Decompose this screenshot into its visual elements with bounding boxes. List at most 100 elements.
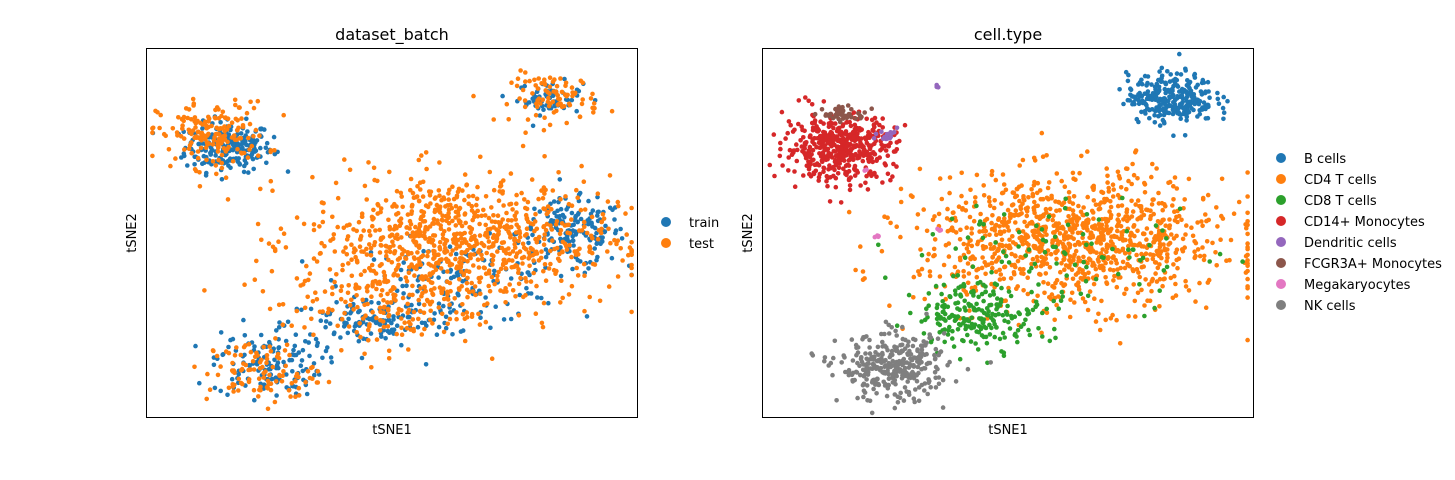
data-point	[504, 101, 510, 107]
data-point	[1035, 293, 1040, 299]
data-point	[514, 263, 520, 269]
data-point	[1154, 166, 1159, 171]
data-point	[579, 101, 585, 107]
data-point	[879, 360, 884, 366]
data-point	[1063, 251, 1068, 256]
data-point	[1003, 243, 1009, 249]
data-point	[1201, 100, 1207, 105]
data-point	[1165, 69, 1170, 74]
data-point	[540, 324, 546, 330]
data-point	[274, 328, 279, 333]
data-point	[265, 406, 271, 412]
data-point	[877, 122, 882, 128]
data-point	[521, 245, 527, 250]
data-point	[499, 245, 505, 251]
data-point	[915, 364, 921, 370]
data-point	[421, 233, 426, 239]
data-point	[454, 270, 460, 276]
data-point	[807, 154, 813, 160]
data-point	[1001, 276, 1007, 282]
data-point	[1076, 240, 1082, 245]
data-point	[1136, 97, 1141, 103]
data-point	[1030, 307, 1036, 313]
data-point	[343, 245, 348, 250]
data-point	[911, 363, 916, 368]
data-point	[549, 227, 555, 232]
data-point	[173, 156, 178, 161]
data-point	[1160, 283, 1165, 289]
legend-item: train	[661, 216, 719, 231]
data-point	[504, 223, 510, 228]
data-point	[476, 311, 481, 317]
data-point	[230, 360, 235, 366]
data-point	[821, 138, 827, 144]
data-point	[434, 252, 439, 258]
data-point	[383, 198, 389, 203]
data-point	[967, 214, 973, 220]
legend-marker	[1276, 237, 1286, 247]
data-point	[246, 170, 251, 175]
data-point	[1087, 257, 1093, 263]
data-point	[509, 218, 514, 223]
data-point	[241, 317, 246, 323]
data-point	[273, 375, 279, 381]
data-point	[867, 337, 872, 343]
data-point	[839, 146, 844, 151]
data-point	[919, 347, 925, 353]
data-point	[927, 269, 933, 274]
data-point	[894, 348, 900, 353]
data-point	[341, 249, 346, 254]
data-point	[1187, 103, 1192, 108]
data-point	[879, 142, 884, 147]
data-point	[846, 158, 852, 163]
data-point	[989, 325, 994, 331]
data-point	[582, 308, 587, 314]
data-point	[941, 282, 947, 288]
data-point	[897, 358, 902, 364]
data-point	[460, 312, 466, 317]
data-point	[940, 299, 945, 304]
data-point	[1116, 173, 1122, 179]
data-point	[1046, 214, 1052, 219]
data-point	[575, 257, 581, 263]
data-point	[1139, 109, 1144, 115]
data-point	[260, 289, 266, 294]
legend-marker	[1276, 153, 1286, 163]
legend-item: FCGR3A+ Monocytes	[1276, 257, 1442, 272]
data-point	[264, 356, 270, 362]
data-point	[1177, 51, 1182, 57]
data-point	[440, 213, 445, 218]
legend-marker	[1276, 216, 1286, 226]
data-point	[429, 271, 435, 276]
data-point	[1044, 153, 1049, 158]
data-point	[470, 193, 476, 199]
data-point	[953, 292, 958, 297]
data-point	[569, 283, 575, 289]
data-point	[1216, 101, 1222, 106]
data-point	[539, 249, 544, 254]
data-point	[397, 255, 403, 261]
data-point	[1019, 234, 1024, 240]
data-point	[423, 274, 429, 279]
data-point	[226, 123, 232, 129]
data-point	[939, 291, 944, 297]
legend-label: NK cells	[1304, 299, 1356, 314]
data-point	[865, 361, 870, 366]
data-point	[612, 217, 617, 222]
data-point	[1027, 220, 1033, 226]
data-point	[558, 227, 564, 233]
data-point	[955, 327, 961, 332]
data-point	[416, 233, 422, 239]
data-point	[377, 321, 382, 327]
data-point	[1056, 221, 1062, 226]
data-point	[565, 230, 570, 235]
data-point	[1067, 245, 1072, 250]
data-point	[327, 267, 333, 272]
data-point	[462, 338, 468, 344]
data-point	[885, 171, 891, 177]
data-point	[426, 277, 431, 283]
data-point	[1134, 252, 1139, 258]
data-point	[1236, 199, 1242, 205]
data-point	[817, 133, 823, 139]
